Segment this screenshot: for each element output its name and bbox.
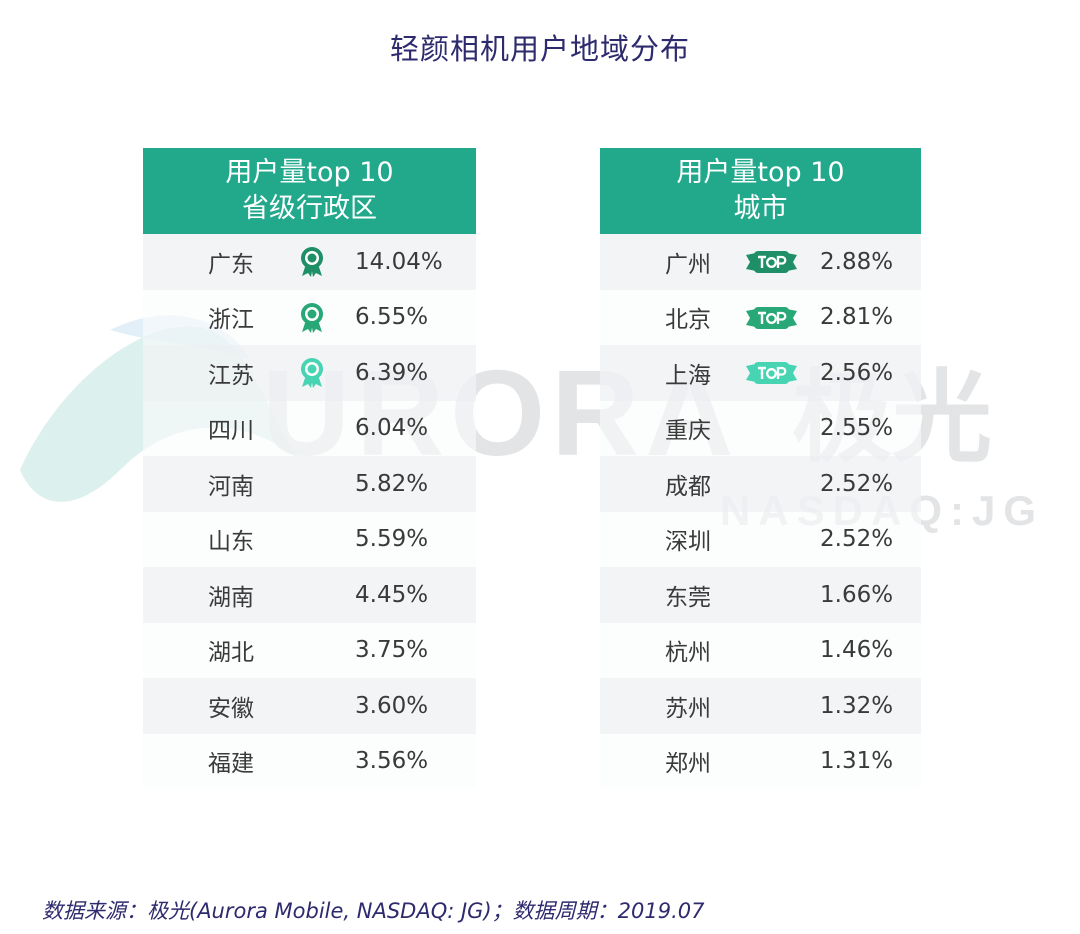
table-row: 浙江 6.55% [143, 289, 476, 345]
province-rows: 广东 14.04% 浙江 6.55% 江苏 6.39% 四川 6.04% 河南 5.82% 山东 5.… [143, 234, 476, 789]
row-value: 2.52% [820, 470, 894, 497]
city-rows: 广州 2.88% 北京 2.81% 上海 2.56% 重庆 2.55% 成都 2.52% 深圳 2.5… [600, 234, 921, 789]
city-table-header: 用户量top 10 城市 [600, 148, 921, 234]
row-name: 东莞 [665, 584, 711, 611]
row-value: 2.56% [820, 359, 894, 386]
row-value: 3.75% [355, 637, 429, 664]
medal-icon-rank-2 [297, 302, 327, 334]
row-name: 重庆 [665, 418, 711, 445]
row-value: 2.55% [820, 415, 894, 442]
row-value: 2.81% [820, 304, 894, 331]
province-header-line2: 省级行政区 [242, 193, 377, 224]
table-row: 安徽 3.60% [143, 678, 476, 734]
row-value: 1.31% [820, 748, 894, 775]
top-badge-icon-rank-3 [744, 360, 799, 386]
province-table-header: 用户量top 10 省级行政区 [143, 148, 476, 234]
page-title: 轻颜相机用户地域分布 [389, 32, 690, 66]
table-row: 苏州 1.32% [600, 678, 921, 734]
city-header-line2: 城市 [733, 193, 788, 224]
row-value: 3.56% [355, 748, 429, 775]
row-name: 浙江 [208, 307, 254, 334]
table-row: 郑州 1.31% [600, 733, 921, 789]
table-row: 山东 5.59% [143, 511, 476, 567]
row-name: 山东 [208, 529, 254, 556]
row-name: 广州 [665, 251, 711, 278]
row-name: 江苏 [208, 362, 254, 389]
table-row: 北京 2.81% [600, 289, 921, 345]
province-header-line1: 用户量top 10 [225, 157, 394, 188]
top-badge-icon-rank-2 [744, 305, 799, 331]
province-table: 用户量top 10 省级行政区 广东 14.04% 浙江 6.55% 江苏 6.39% 四川… [143, 148, 476, 789]
table-row: 湖南 4.45% [143, 567, 476, 623]
table-row: 重庆 2.55% [600, 400, 921, 456]
table-row: 成都 2.52% [600, 456, 921, 512]
row-value: 1.66% [820, 581, 894, 608]
row-value: 6.39% [355, 359, 429, 386]
row-name: 河南 [208, 473, 254, 500]
top-badge-icon-rank-1 [744, 249, 799, 275]
city-table: 用户量top 10 城市 广州 2.88% 北京 2.81% 上海 2.56% 重庆 2.55… [600, 148, 921, 789]
row-name: 广东 [208, 251, 254, 278]
row-name: 湖北 [208, 640, 254, 667]
row-value: 14.04% [355, 248, 443, 275]
table-row: 东莞 1.66% [600, 567, 921, 623]
table-row: 广州 2.88% [600, 234, 921, 290]
row-name: 北京 [665, 307, 711, 334]
table-row: 河南 5.82% [143, 456, 476, 512]
table-row: 杭州 1.46% [600, 622, 921, 678]
row-name: 成都 [665, 473, 711, 500]
row-name: 福建 [208, 751, 254, 778]
row-value: 4.45% [355, 581, 429, 608]
table-row: 上海 2.56% [600, 345, 921, 401]
table-row: 江苏 6.39% [143, 345, 476, 401]
row-value: 2.88% [820, 248, 894, 275]
row-name: 苏州 [665, 695, 711, 722]
row-value: 3.60% [355, 692, 429, 719]
row-name: 湖南 [208, 584, 254, 611]
row-name: 安徽 [208, 695, 254, 722]
table-row: 福建 3.56% [143, 733, 476, 789]
table-row: 广东 14.04% [143, 234, 476, 290]
medal-icon-rank-1 [297, 246, 327, 278]
medal-icon-rank-3 [297, 357, 327, 389]
table-row: 四川 6.04% [143, 400, 476, 456]
row-value: 6.55% [355, 304, 429, 331]
row-name: 郑州 [665, 751, 711, 778]
row-value: 5.59% [355, 526, 429, 553]
city-header-line1: 用户量top 10 [676, 157, 845, 188]
row-value: 2.52% [820, 526, 894, 553]
row-value: 1.46% [820, 637, 894, 664]
row-name: 杭州 [665, 640, 711, 667]
row-value: 1.32% [820, 692, 894, 719]
row-value: 6.04% [355, 415, 429, 442]
row-value: 5.82% [355, 470, 429, 497]
table-row: 湖北 3.75% [143, 622, 476, 678]
source-footnote: 数据来源：极光(Aurora Mobile, NASDAQ: JG)；数据周期：… [42, 899, 705, 923]
row-name: 深圳 [665, 529, 711, 556]
row-name: 上海 [665, 362, 711, 389]
table-row: 深圳 2.52% [600, 511, 921, 567]
row-name: 四川 [208, 418, 254, 445]
